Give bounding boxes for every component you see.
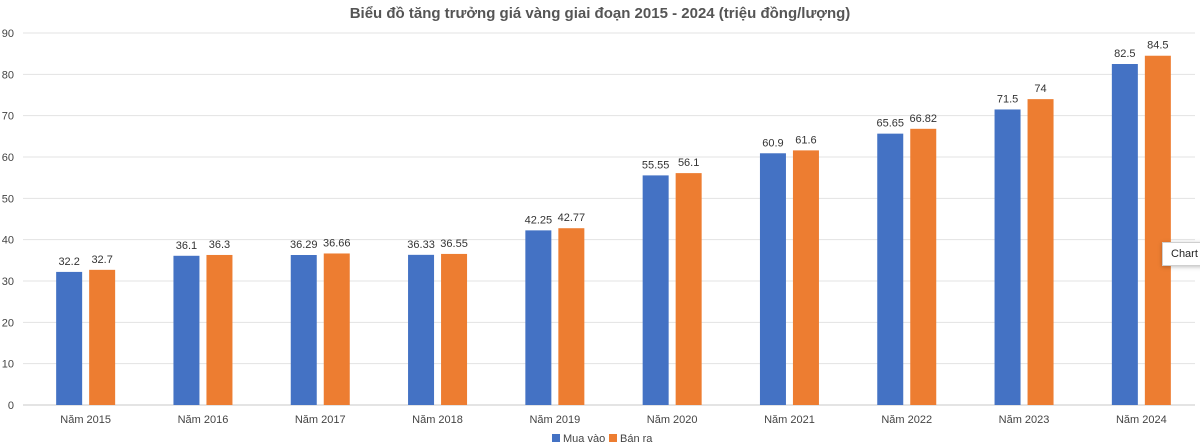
bar — [994, 109, 1021, 405]
x-tick-label: Năm 2024 — [1116, 414, 1167, 426]
bar — [525, 230, 552, 405]
bar — [323, 253, 350, 405]
bar — [408, 254, 435, 405]
legend-label: Mua vào — [563, 433, 605, 445]
y-tick-label: 90 — [2, 28, 14, 40]
legend-label: Bán ra — [620, 433, 653, 445]
bar — [1027, 99, 1054, 405]
data-label: 55.55 — [642, 159, 670, 171]
tooltip-text: Chart Area — [1171, 248, 1200, 260]
y-tick-label: 80 — [2, 69, 14, 81]
bar — [558, 228, 585, 405]
x-tick-label: Năm 2016 — [178, 414, 229, 426]
chart-title: Biểu đồ tăng trưởng giá vàng giai đoạn 2… — [350, 5, 851, 22]
y-tick-label: 10 — [2, 359, 14, 371]
data-label: 36.33 — [407, 239, 435, 251]
bar — [1144, 55, 1171, 405]
y-tick-label: 50 — [2, 193, 14, 205]
bar — [173, 255, 200, 405]
data-label: 61.6 — [795, 134, 816, 146]
y-tick-label: 20 — [2, 317, 14, 329]
y-tick-label: 0 — [8, 400, 14, 412]
bar — [675, 173, 702, 405]
y-tick-label: 60 — [2, 152, 14, 164]
y-axis: 0 10 20 30 40 50 60 70 80 90 — [2, 28, 14, 412]
data-label: 32.7 — [91, 254, 112, 266]
legend: Mua vào Bán ra — [552, 433, 653, 445]
data-label: 36.3 — [209, 239, 230, 251]
data-label: 36.55 — [440, 238, 468, 250]
bar — [910, 128, 937, 405]
x-tick-label: Năm 2021 — [764, 414, 815, 426]
bar — [89, 269, 116, 405]
bar — [642, 175, 669, 405]
legend-swatch — [609, 434, 617, 442]
data-label: 82.5 — [1114, 48, 1135, 60]
x-tick-label: Năm 2015 — [60, 414, 111, 426]
data-label: 36.66 — [323, 237, 351, 249]
data-label: 66.82 — [909, 113, 937, 125]
y-tick-label: 40 — [2, 235, 14, 247]
x-tick-label: Năm 2022 — [881, 414, 932, 426]
x-tick-label: Năm 2020 — [647, 414, 698, 426]
x-tick-label: Năm 2023 — [999, 414, 1050, 426]
data-label: 65.65 — [876, 118, 904, 130]
x-tick-label: Năm 2018 — [412, 414, 463, 426]
data-label: 42.25 — [525, 214, 553, 226]
bar — [56, 271, 83, 405]
data-label: 36.29 — [290, 239, 318, 251]
data-label: 42.77 — [558, 212, 586, 224]
bar — [759, 153, 786, 405]
data-label: 60.9 — [762, 137, 783, 149]
x-tick-label: Năm 2017 — [295, 414, 346, 426]
bar — [290, 255, 317, 405]
data-label: 32.2 — [58, 256, 79, 268]
data-label: 71.5 — [997, 93, 1018, 105]
data-label: 56.1 — [678, 157, 699, 169]
legend-swatch — [552, 434, 560, 442]
bars: 32.2 32.7 36.1 36.3 36.29 36.66 36.33 36.55 42.2… — [56, 40, 1171, 405]
data-label: 36.1 — [176, 240, 197, 252]
data-label: 74 — [1034, 83, 1046, 95]
y-tick-label: 70 — [2, 111, 14, 123]
bar — [792, 150, 819, 405]
bar — [1111, 64, 1138, 405]
bar — [206, 254, 233, 405]
x-axis: Năm 2015 Năm 2016 Năm 2017 Năm 2018 Năm 2019… — [60, 414, 1166, 426]
chart-area-tooltip: Chart Area — [1162, 242, 1200, 266]
x-tick-label: Năm 2019 — [529, 414, 580, 426]
bar — [877, 133, 904, 405]
bar — [441, 253, 468, 405]
y-tick-label: 30 — [2, 276, 14, 288]
data-label: 84.5 — [1147, 40, 1168, 52]
